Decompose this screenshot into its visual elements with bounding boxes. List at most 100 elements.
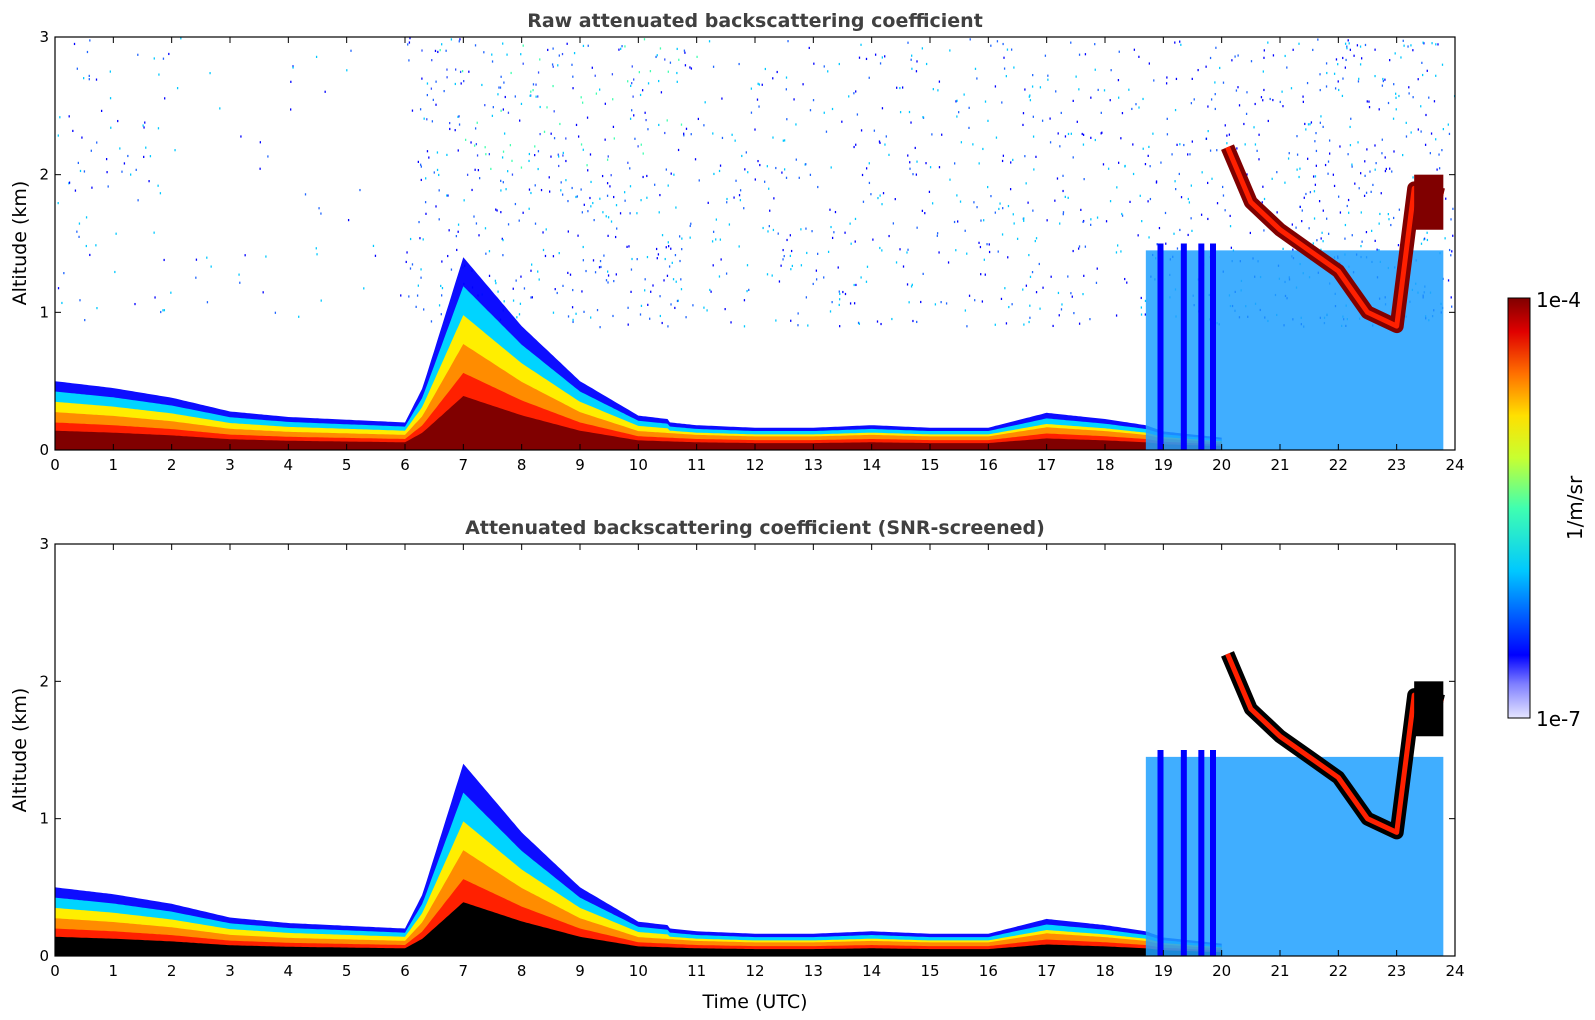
noise-pixel [553,137,556,140]
noise-pixel [1013,222,1015,225]
noise-pixel [1046,219,1048,222]
noise-pixel [586,116,589,119]
noise-pixel [484,227,487,230]
noise-pixel [690,67,693,70]
noise-pixel [1305,128,1307,131]
noise-pixel [665,168,667,171]
noise-pixel [1422,41,1424,44]
noise-pixel [558,252,560,255]
noise-pixel [624,45,626,48]
noise-pixel [916,160,918,163]
noise-pixel [1412,49,1414,52]
noise-pixel [849,222,851,225]
noise-pixel [761,83,763,86]
noise-pixel [502,150,505,153]
noise-pixel [1448,132,1451,136]
noise-pixel [1320,248,1322,251]
noise-pixel [585,269,587,273]
noise-pixel [589,196,591,200]
noise-pixel [1370,229,1373,232]
noise-pixel [1166,133,1169,136]
noise-pixel [805,296,808,299]
noise-pixel [772,136,774,139]
noise-pixel [1320,237,1322,240]
noise-pixel [532,89,534,92]
noise-pixel [478,177,481,180]
noise-pixel [781,171,783,174]
noise-pixel [1056,177,1059,180]
noise-pixel [1126,281,1128,284]
noise-pixel [157,127,160,130]
noise-pixel [1333,184,1336,188]
noise-pixel [627,80,629,83]
noise-pixel [1263,88,1265,92]
noise-pixel [1332,173,1335,176]
noise-pixel [518,313,521,316]
noise-pixel [1262,70,1264,73]
noise-pixel [1349,125,1351,129]
noise-pixel [557,153,559,156]
noise-pixel [697,117,700,121]
noise-pixel [1207,181,1209,185]
noise-pixel [782,248,784,252]
noise-pixel [315,55,318,58]
noise-pixel [1267,41,1269,44]
noise-pixel [1243,122,1245,126]
noise-pixel [959,200,962,203]
noise-pixel [68,115,70,118]
noise-pixel [176,87,179,90]
noise-pixel [1426,231,1428,234]
noise-pixel [454,82,456,86]
noise-pixel [304,193,307,196]
noise-pixel [292,66,294,69]
noise-pixel [685,127,688,130]
noise-pixel [1287,157,1290,160]
noise-pixel [436,151,439,154]
x-tick-label: 13 [804,962,823,980]
noise-pixel [1214,107,1216,111]
noise-pixel [457,115,459,118]
noise-pixel [590,316,592,319]
noise-pixel [457,223,460,226]
noise-pixel [1039,307,1041,310]
noise-pixel [488,153,491,156]
noise-pixel [117,119,119,123]
noise-pixel [907,248,909,251]
noise-pixel [420,165,422,168]
noise-pixel [1423,238,1425,241]
noise-pixel [505,188,507,191]
noise-pixel [613,279,615,283]
noise-pixel [675,280,677,283]
noise-pixel [675,206,677,209]
noise-pixel [1006,48,1009,51]
noise-pixel [522,62,524,65]
x-tick-label: 14 [862,456,881,474]
noise-pixel [1368,100,1370,103]
noise-pixel [1448,248,1451,252]
noise-pixel [1115,251,1118,254]
noise-pixel [503,300,505,303]
noise-pixel [1210,98,1213,101]
noise-pixel [712,65,715,68]
noise-pixel [841,120,843,123]
noise-pixel [636,258,638,261]
x-tick-label: 10 [629,456,648,474]
noise-pixel [1166,117,1168,120]
noise-pixel [1137,234,1139,237]
noise-pixel [476,154,479,157]
noise-pixel [119,147,121,150]
noise-pixel [1426,238,1429,242]
noise-pixel [750,111,753,114]
noise-pixel [1327,232,1330,235]
noise-pixel [1090,218,1092,221]
noise-pixel [558,54,560,57]
panel-screened-title: Attenuated backscattering coefficient (S… [465,517,1045,539]
noise-pixel [599,259,602,263]
noise-pixel [1224,209,1226,212]
noise-pixel [1011,303,1013,306]
y-tick-label: 2 [39,166,49,184]
x-tick-label: 4 [284,962,294,980]
lower-aerosol-region [1145,243,1444,450]
noise-pixel [790,249,793,253]
